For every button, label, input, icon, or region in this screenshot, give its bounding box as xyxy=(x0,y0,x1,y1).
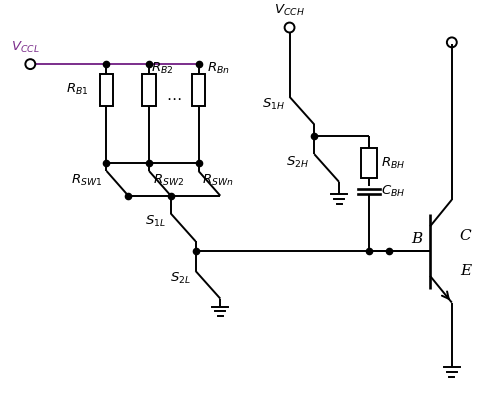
Text: $R_{B2}$: $R_{B2}$ xyxy=(151,61,174,76)
Text: $R_{SW1}$: $R_{SW1}$ xyxy=(71,173,102,188)
Text: $R_{SW2}$: $R_{SW2}$ xyxy=(153,173,184,188)
Bar xyxy=(192,74,205,106)
Text: $C_{BH}$: $C_{BH}$ xyxy=(381,184,405,199)
Text: $R_{SWn}$: $R_{SWn}$ xyxy=(202,173,234,188)
Bar xyxy=(99,74,113,106)
Text: $R_{BH}$: $R_{BH}$ xyxy=(381,156,405,171)
Text: $S_{1H}$: $S_{1H}$ xyxy=(261,97,285,112)
Text: C: C xyxy=(460,229,471,243)
Bar xyxy=(142,74,156,106)
Text: $S_{2H}$: $S_{2H}$ xyxy=(286,154,309,169)
Text: $S_{1L}$: $S_{1L}$ xyxy=(145,214,166,229)
Text: $R_{Bn}$: $R_{Bn}$ xyxy=(207,61,230,76)
Text: $V_{CCH}$: $V_{CCH}$ xyxy=(274,3,305,18)
Text: $\cdots$: $\cdots$ xyxy=(166,91,182,105)
Text: $S_{2L}$: $S_{2L}$ xyxy=(170,271,191,286)
Text: B: B xyxy=(411,232,422,246)
Text: $V_{CCL}$: $V_{CCL}$ xyxy=(10,40,39,55)
Text: E: E xyxy=(460,264,471,278)
Bar xyxy=(361,148,377,178)
Text: $R_{B1}$: $R_{B1}$ xyxy=(66,82,89,97)
